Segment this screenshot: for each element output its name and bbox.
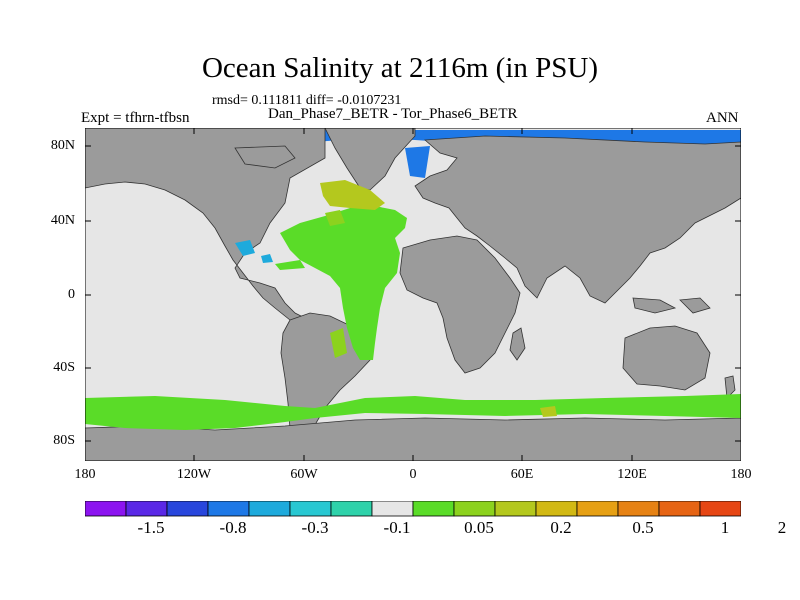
colorbar-swatch [658,501,701,517]
colorbar-swatch [125,501,168,517]
y-tick-label: 40S [53,360,75,375]
land [85,128,741,461]
y-tick-label: 40N [50,213,75,228]
colorbar-swatch [371,501,414,517]
stats-line: rmsd= 0.111811 diff= -0.0107231 [212,93,402,108]
colorbar-label: 0.2 [550,518,572,537]
experiment-label: Expt = tfhrn-tfbsn [81,110,190,126]
case-comparison-label: Dan_Phase7_BETR - Tor_Phase6_BETR [268,106,518,122]
colorbar-swatch [289,501,332,517]
salinity-map [85,128,741,461]
colorbar-label: 1 [720,518,730,537]
colorbar-label: 0.5 [632,518,654,537]
colorbar-swatch [699,501,741,517]
x-tick-label: 120E [617,467,647,482]
y-tick-label: 80N [50,138,75,153]
colorbar-swatch [453,501,496,517]
colorbar-swatch [576,501,619,517]
atlantic-positive-anomaly [235,180,407,360]
x-tick-label: 60E [510,467,534,482]
y-tick-label: 80S [53,433,75,448]
colorbar-swatch [535,501,578,517]
colorbar-label: -0.1 [383,518,411,537]
x-tick-label: 120W [176,467,212,482]
x-tick-label: 60W [290,467,318,482]
colorbar-swatch [85,501,127,517]
x-tick-label: 180 [74,467,96,482]
colorbar-swatch [617,501,660,517]
colorbar-label: -0.3 [301,518,329,537]
colorbar-swatch [248,501,291,517]
colorbar-label: 0.05 [464,518,494,537]
plot-title: Ocean Salinity at 2116m (in PSU) [201,52,599,84]
colorbar-label: 2 [777,518,787,537]
colorbar-swatch [412,501,455,517]
colorbar-swatch [494,501,537,517]
southern-ocean-positive-anomaly [85,394,741,430]
colorbar-swatch [166,501,209,517]
colorbar-label: -1.5 [137,518,165,537]
colorbar-swatch [330,501,373,517]
colorbar-label: -0.8 [219,518,247,537]
tick-marks [85,128,741,461]
colorbar-swatch [207,501,250,517]
colorbar [85,501,741,517]
season-label: ANN [706,110,739,126]
x-tick-label: 180 [730,467,752,482]
x-tick-label: 0 [409,467,417,482]
y-tick-label: 0 [68,287,75,302]
